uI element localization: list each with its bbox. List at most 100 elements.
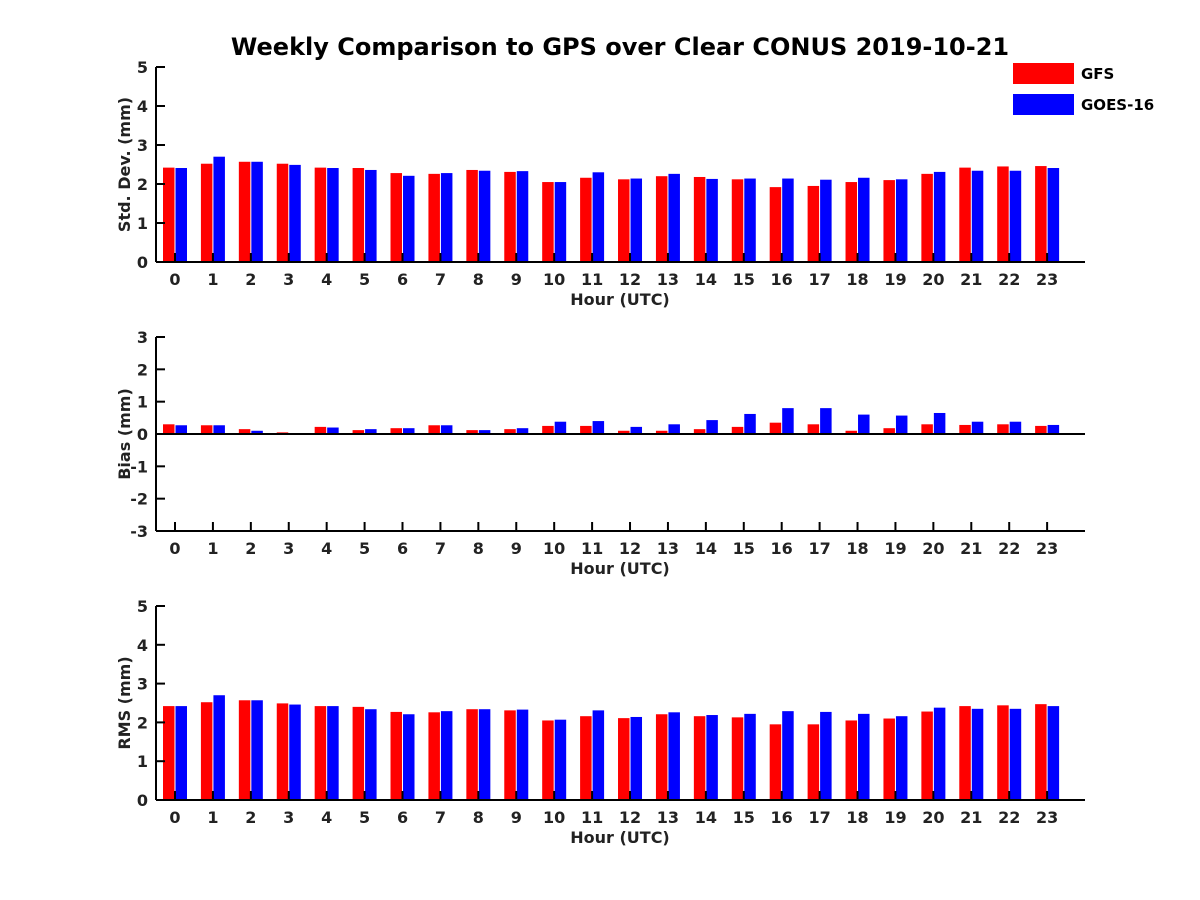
bar-0-goes16-16 [782, 178, 794, 262]
bar-1-goes16-7 [440, 425, 453, 434]
bar-2-goes16-7 [440, 711, 453, 800]
x-tick-label-2-17: 17 [808, 808, 830, 827]
bar-2-gfs-13 [655, 714, 668, 800]
bar-1-gfs-20 [921, 424, 933, 434]
x-tick-label-2-11: 11 [581, 808, 603, 827]
x-tick-label-0-9: 9 [511, 270, 522, 289]
bar-2-goes16-19 [895, 716, 908, 800]
bar-2-gfs-17 [807, 724, 820, 800]
bar-0-goes16-15 [744, 178, 756, 262]
bar-0-goes16-19 [895, 179, 908, 262]
x-tick-label-1-13: 13 [657, 539, 679, 558]
bar-2-gfs-9 [504, 710, 516, 800]
x-tick-label-0-5: 5 [359, 270, 370, 289]
x-tick-label-0-7: 7 [435, 270, 446, 289]
bar-1-gfs-22 [997, 424, 1009, 434]
x-tick-label-2-20: 20 [922, 808, 944, 827]
bar-1-goes16-22 [1009, 421, 1022, 434]
bar-1-goes16-23 [1047, 424, 1060, 434]
x-tick-label-1-15: 15 [733, 539, 755, 558]
bar-0-goes16-6 [403, 175, 415, 262]
chart-title: Weekly Comparison to GPS over Clear CONU… [231, 33, 1009, 61]
y-tick-label-1-6: 3 [137, 328, 148, 347]
bar-2-gfs-0 [163, 706, 175, 800]
bar-1-gfs-19 [883, 428, 895, 434]
bar-2-goes16-2 [251, 700, 263, 800]
x-tick-label-0-19: 19 [884, 270, 906, 289]
x-tick-label-2-10: 10 [543, 808, 565, 827]
x-tick-label-2-3: 3 [283, 808, 294, 827]
x-tick-label-2-15: 15 [733, 808, 755, 827]
x-tick-label-1-12: 12 [619, 539, 641, 558]
x-tick-label-0-10: 10 [543, 270, 565, 289]
bar-0-gfs-10 [542, 182, 554, 262]
bar-2-goes16-21 [971, 708, 984, 800]
bar-0-gfs-9 [504, 171, 516, 262]
y-tick-label-0-3: 3 [137, 136, 148, 155]
bar-0-gfs-13 [655, 176, 668, 262]
x-tick-label-2-12: 12 [619, 808, 641, 827]
x-tick-label-1-5: 5 [359, 539, 370, 558]
bar-0-gfs-7 [428, 173, 440, 262]
bar-2-goes16-15 [744, 713, 756, 800]
bar-0-gfs-16 [769, 187, 782, 262]
x-tick-label-1-17: 17 [808, 539, 830, 558]
bar-1-goes16-0 [175, 425, 187, 434]
x-tick-label-2-7: 7 [435, 808, 446, 827]
x-tick-label-2-2: 2 [245, 808, 256, 827]
bar-1-gfs-7 [428, 425, 440, 434]
bar-2-goes16-23 [1047, 706, 1060, 800]
bar-1-goes16-20 [933, 412, 946, 434]
bar-0-goes16-4 [327, 168, 339, 262]
bar-2-gfs-15 [731, 717, 744, 800]
bar-0-goes16-17 [820, 179, 832, 262]
bar-2-gfs-5 [352, 706, 365, 800]
bar-1-goes16-8 [478, 430, 491, 434]
bar-0-goes16-8 [478, 170, 491, 262]
x-axis-label-1: Hour (UTC) [570, 559, 670, 578]
x-tick-label-0-23: 23 [1036, 270, 1058, 289]
x-tick-label-0-8: 8 [473, 270, 484, 289]
y-tick-label-1-1: -2 [130, 490, 148, 509]
bar-2-gfs-20 [921, 711, 933, 800]
bar-1-goes16-5 [365, 429, 377, 434]
bar-1-goes16-21 [971, 421, 984, 434]
bar-1-goes16-6 [403, 428, 415, 434]
bar-0-gfs-20 [921, 173, 933, 262]
bar-0-gfs-0 [163, 167, 175, 262]
x-tick-label-0-18: 18 [846, 270, 868, 289]
y-tick-label-2-3: 3 [137, 675, 148, 694]
x-tick-label-2-1: 1 [207, 808, 218, 827]
bar-2-goes16-12 [630, 716, 643, 800]
bar-1-gfs-5 [352, 430, 365, 434]
x-tick-label-2-14: 14 [695, 808, 717, 827]
bar-2-gfs-10 [542, 720, 554, 800]
bar-0-goes16-21 [971, 170, 984, 262]
x-tick-label-2-4: 4 [321, 808, 332, 827]
bar-2-goes16-13 [668, 712, 680, 800]
bar-2-gfs-6 [390, 711, 403, 800]
x-tick-label-2-13: 13 [657, 808, 679, 827]
bar-1-gfs-4 [314, 426, 327, 434]
x-tick-label-1-2: 2 [245, 539, 256, 558]
x-tick-label-1-18: 18 [846, 539, 868, 558]
x-tick-label-0-16: 16 [771, 270, 793, 289]
bar-0-gfs-2 [238, 161, 251, 262]
y-axis-label-2: RMS (mm) [115, 656, 134, 749]
bar-2-goes16-20 [933, 707, 946, 800]
y-tick-label-1-3: 0 [137, 425, 148, 444]
bar-0-goes16-11 [592, 172, 605, 262]
bar-0-goes16-0 [175, 168, 187, 262]
x-tick-label-1-1: 1 [207, 539, 218, 558]
x-tick-label-2-19: 19 [884, 808, 906, 827]
bar-1-gfs-15 [731, 426, 744, 434]
x-tick-label-0-17: 17 [808, 270, 830, 289]
y-tick-label-0-5: 5 [137, 58, 148, 77]
x-tick-label-2-21: 21 [960, 808, 982, 827]
x-tick-label-1-7: 7 [435, 539, 446, 558]
bar-2-gfs-8 [466, 709, 478, 800]
bar-1-gfs-0 [163, 424, 175, 434]
